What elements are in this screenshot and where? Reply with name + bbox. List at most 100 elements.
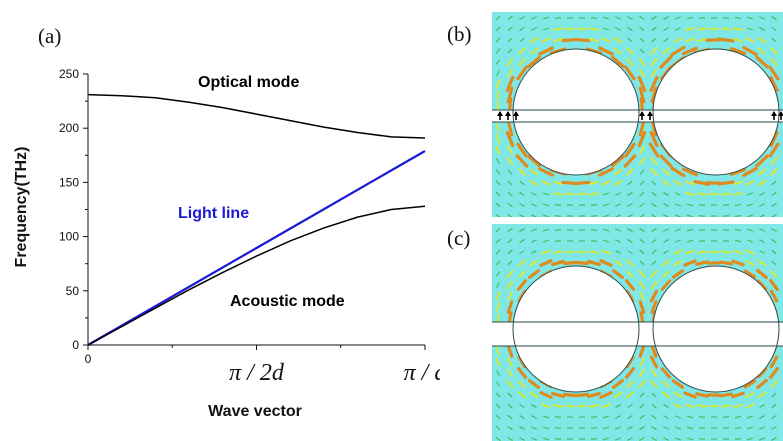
field-arrow (673, 403, 683, 409)
field-arrow (589, 250, 599, 254)
field-arrow (615, 404, 621, 408)
up-arrow-head-icon (497, 111, 503, 116)
field-arrow (599, 391, 613, 399)
field-arrow (507, 426, 513, 430)
field-arrow (663, 426, 669, 430)
field-arrow (529, 168, 539, 176)
field-arrow (553, 250, 563, 254)
field-arrow (675, 192, 681, 196)
field-arrow (673, 37, 683, 43)
y-tick-label: 200 (59, 121, 79, 135)
field-arrow (543, 203, 549, 207)
field-arrow (589, 27, 599, 31)
field-arrow (650, 86, 658, 104)
field-arrow (686, 214, 694, 217)
field-arrow (695, 392, 709, 398)
field-arrow (615, 214, 621, 217)
field-arrow (639, 260, 645, 266)
field-arrow (733, 403, 743, 409)
field-arrow (627, 403, 633, 409)
field-arrow (698, 17, 706, 19)
field-arrow (771, 437, 777, 441)
field-arrow (601, 37, 611, 43)
x-tick-label: π / 2d (229, 360, 285, 386)
field-arrow (495, 346, 501, 356)
field-arrow (615, 239, 621, 243)
field-arrow (506, 344, 514, 358)
field-arrow (601, 249, 611, 255)
field-arrow (554, 437, 562, 441)
field-arrow (554, 239, 562, 243)
field-arrow (507, 249, 513, 255)
field-arrow (639, 238, 645, 244)
field-arrow (590, 228, 598, 232)
field-arrow (613, 259, 623, 267)
field-arrow (769, 289, 779, 303)
field-arrow (663, 192, 669, 196)
field-arrow (759, 415, 765, 419)
field-arrow (518, 380, 526, 388)
field-arrow (507, 238, 513, 244)
field-arrow (771, 228, 777, 232)
series-line-light-line (87, 150, 426, 346)
field-arrow (771, 392, 777, 398)
field-arrow (589, 181, 599, 185)
field-arrow (697, 38, 707, 42)
field-arrow (603, 239, 609, 243)
field-arrow (639, 180, 645, 186)
field-arrow (757, 259, 767, 267)
field-arrow (650, 119, 658, 137)
field-arrow (686, 426, 694, 430)
field-arrow (626, 47, 634, 55)
field-arrow (495, 425, 501, 431)
field-arrow (539, 259, 553, 267)
field-arrow (638, 280, 646, 290)
field-arrow (743, 269, 757, 279)
field-arrow (771, 403, 777, 409)
field-arrow (759, 192, 765, 196)
field-arrow (496, 123, 500, 133)
field-arrow (651, 26, 657, 32)
field-arrow (627, 415, 633, 419)
field-arrow (734, 214, 742, 217)
field-arrow (731, 391, 745, 399)
field-arrow (495, 436, 501, 441)
field-arrow (685, 180, 695, 186)
field-arrow (553, 27, 563, 31)
field-arrow (733, 26, 743, 32)
field-arrow (590, 214, 598, 217)
field-arrow (507, 403, 513, 409)
x-tick-label: 0 (85, 352, 92, 366)
chart-plot-area (87, 93, 426, 346)
up-arrow-head-icon (771, 111, 777, 116)
field-arrow (495, 357, 501, 367)
field-arrow (770, 168, 778, 176)
field-arrow (531, 239, 537, 243)
field-arrow (681, 167, 699, 177)
field-arrow (759, 203, 765, 207)
field-arrow (505, 75, 515, 93)
field-arrow (495, 213, 501, 217)
field-arrow (698, 438, 706, 440)
field-arrow (651, 403, 657, 409)
field-arrow (543, 192, 549, 196)
field-arrow (734, 437, 742, 441)
field-arrow (670, 166, 686, 178)
field-arrow (543, 27, 549, 31)
field-arrow (516, 142, 528, 158)
field-arrow (757, 36, 767, 44)
field-arrow (516, 65, 528, 81)
field-arrow (770, 57, 778, 67)
field-arrow (639, 169, 645, 175)
panel-label-a: (a) (38, 24, 62, 48)
field-arrow (495, 238, 501, 244)
field-arrow (507, 414, 513, 420)
field-arrow (531, 426, 537, 430)
field-arrow (745, 403, 755, 409)
field-arrow (649, 76, 659, 92)
field-arrow (650, 68, 658, 78)
field-arrow (623, 154, 637, 168)
field-arrow (507, 191, 513, 197)
field-arrow (615, 16, 621, 20)
field-arrow (663, 415, 669, 419)
